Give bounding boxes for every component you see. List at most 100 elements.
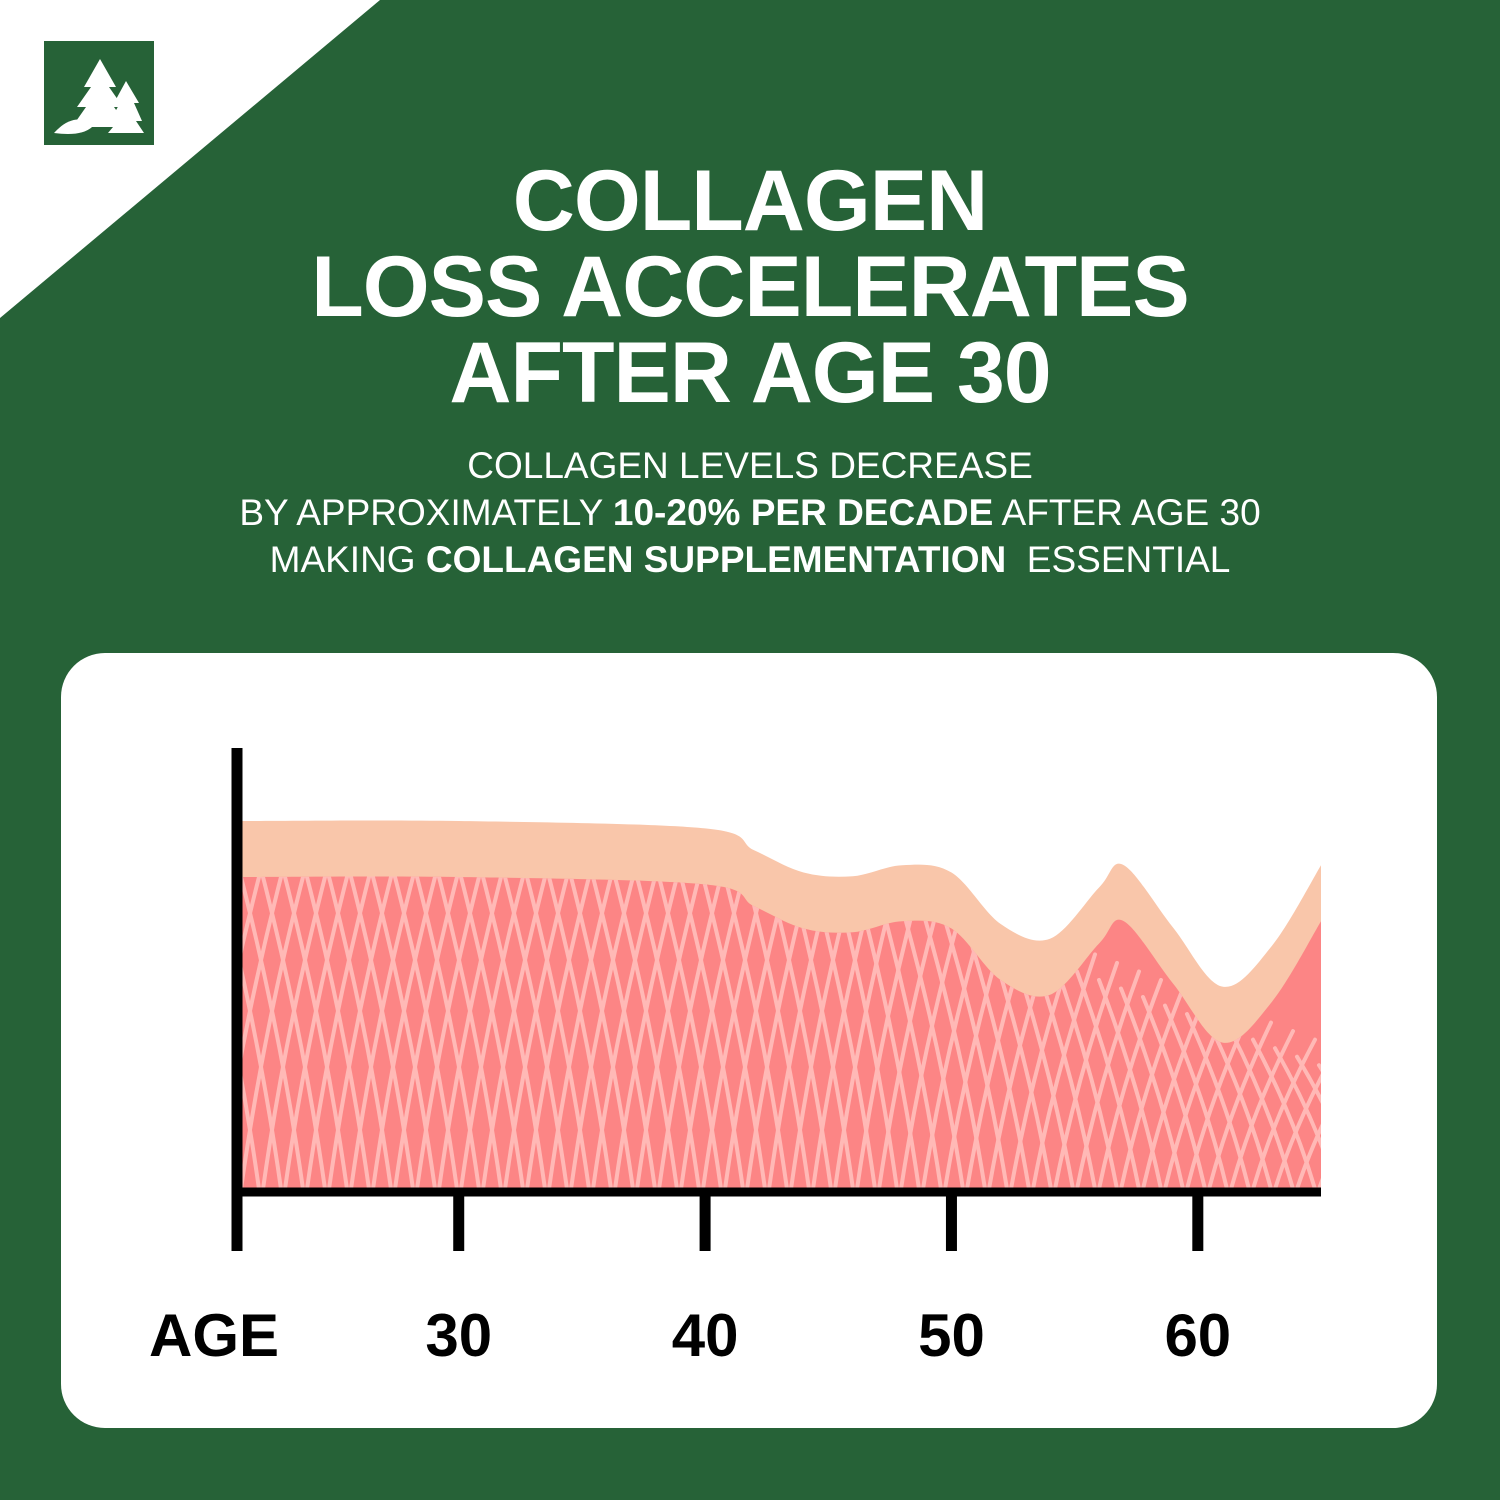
fiber-line <box>371 876 437 1189</box>
subtitle-line-2-highlight: 10-20% PER DECADE <box>612 492 994 533</box>
title-line-3: AFTER AGE 30 <box>449 325 1051 421</box>
fiber-line <box>1097 977 1163 1189</box>
fiber-line <box>437 876 503 1189</box>
fiber-line <box>283 876 349 1189</box>
fiber-line <box>591 876 657 1189</box>
fiber-line <box>965 926 1031 1189</box>
fiber-line <box>237 876 283 1189</box>
fiber-line <box>1317 1063 1321 1189</box>
fiber-line <box>481 876 547 1189</box>
fiber-line <box>349 876 415 1189</box>
fiber-line <box>1075 969 1141 1189</box>
fiber-line <box>679 876 745 1189</box>
fiber-line <box>745 876 811 1189</box>
fiber-line <box>899 901 965 1189</box>
fiber-line <box>415 876 481 1189</box>
fiber-line <box>371 876 437 1189</box>
fiber-line <box>1251 1037 1317 1189</box>
subtitle-line-3-text-b: ESSENTIAL <box>1006 539 1231 580</box>
fiber-line <box>547 876 613 1189</box>
collagen-chart: 30 40 50 60 AGE <box>149 748 1403 1369</box>
fiber-line <box>349 876 415 1189</box>
fiber-line <box>459 876 525 1189</box>
chart-card: 30 40 50 60 AGE <box>61 653 1437 1428</box>
fiber-line <box>525 876 591 1189</box>
fiber-line <box>657 876 723 1189</box>
x-tick-label-30: 30 <box>425 1302 492 1369</box>
fiber-line <box>1207 1020 1273 1189</box>
fiber-line <box>613 876 679 1189</box>
fiber-line <box>613 876 679 1189</box>
fiber-line <box>525 876 591 1189</box>
fiber-line <box>943 918 1009 1189</box>
fiber-line <box>1163 1003 1229 1189</box>
subtitle-line-3: MAKING COLLAGEN SUPPLEMENTATION ESSENTIA… <box>0 536 1500 583</box>
fiber-line <box>1295 1054 1321 1189</box>
fiber-line <box>1229 1029 1295 1189</box>
fiber-line <box>237 876 261 1189</box>
fiber-line <box>679 876 745 1189</box>
fiber-line <box>437 876 503 1189</box>
fiber-line <box>1317 1063 1321 1189</box>
fiber-line <box>1119 986 1185 1189</box>
fiber-line <box>1031 952 1097 1189</box>
fiber-line <box>1119 986 1185 1189</box>
fiber-line <box>701 876 767 1189</box>
subtitle-line-2-text-b: AFTER AGE 30 <box>993 492 1261 533</box>
fiber-line <box>723 876 789 1189</box>
title-line-1: COLLAGEN <box>512 153 989 249</box>
x-tick-label-40: 40 <box>672 1302 739 1369</box>
label-layer: 30 40 50 60 AGE <box>149 1302 1231 1369</box>
fiber-line <box>1141 995 1207 1189</box>
fiber-line <box>569 876 635 1189</box>
fiber-line <box>1141 995 1207 1189</box>
fiber-line <box>1053 960 1119 1189</box>
fiber-line <box>503 876 569 1189</box>
fiber-line <box>1185 1012 1251 1189</box>
fiber-line <box>1097 977 1163 1189</box>
fiber-line <box>701 876 767 1189</box>
fiber-line <box>635 876 701 1189</box>
x-tick-label-60: 60 <box>1164 1302 1231 1369</box>
fiber-line <box>1207 1020 1273 1189</box>
title-line-2: LOSS ACCELERATES <box>311 239 1190 335</box>
fiber-line <box>305 876 371 1189</box>
x-tick-label-50: 50 <box>918 1302 985 1369</box>
fiber-line <box>239 876 305 1189</box>
fiber-line <box>899 901 965 1189</box>
fiber-line <box>239 876 305 1189</box>
subtitle-line-2-text-a: BY APPROXIMATELY <box>239 492 613 533</box>
fiber-line <box>283 876 349 1189</box>
fiber-line <box>1341 1074 1403 1189</box>
fiber-line <box>591 876 657 1189</box>
fiber-line <box>635 876 701 1189</box>
fiber-line <box>1053 960 1119 1189</box>
fiber-line <box>1341 1074 1403 1189</box>
fiber-line <box>261 876 327 1189</box>
skin-area-layer <box>237 820 1403 1189</box>
fiber-line <box>547 876 613 1189</box>
subtitle-line-3-highlight: COLLAGEN SUPPLEMENTATION <box>425 539 1007 580</box>
fiber-line <box>657 876 723 1189</box>
x-axis-title: AGE <box>149 1302 279 1369</box>
fiber-line <box>237 876 261 1189</box>
fiber-line <box>261 876 327 1189</box>
fiber-line <box>1229 1029 1295 1189</box>
fiber-line <box>327 876 393 1189</box>
page-title: COLLAGEN LOSS ACCELERATES AFTER AGE 30 <box>0 158 1500 416</box>
fiber-line <box>1295 1054 1321 1189</box>
subtitle-line-3-text-a: MAKING <box>269 539 426 580</box>
axis-layer <box>231 748 1321 1251</box>
fiber-line <box>327 876 393 1189</box>
fiber-line <box>569 876 635 1189</box>
fiber-line <box>237 876 283 1189</box>
subtitle-line-1: COLLAGEN LEVELS DECREASE <box>467 445 1033 486</box>
fiber-line <box>503 876 569 1189</box>
fiber-line <box>393 876 459 1189</box>
fiber-line <box>305 876 371 1189</box>
fiber-line <box>1273 1046 1321 1189</box>
fiber-line <box>415 876 481 1189</box>
fiber-line <box>459 876 525 1189</box>
subtitle: COLLAGEN LEVELS DECREASE BY APPROXIMATEL… <box>0 442 1500 583</box>
fiber-line <box>1251 1037 1317 1189</box>
